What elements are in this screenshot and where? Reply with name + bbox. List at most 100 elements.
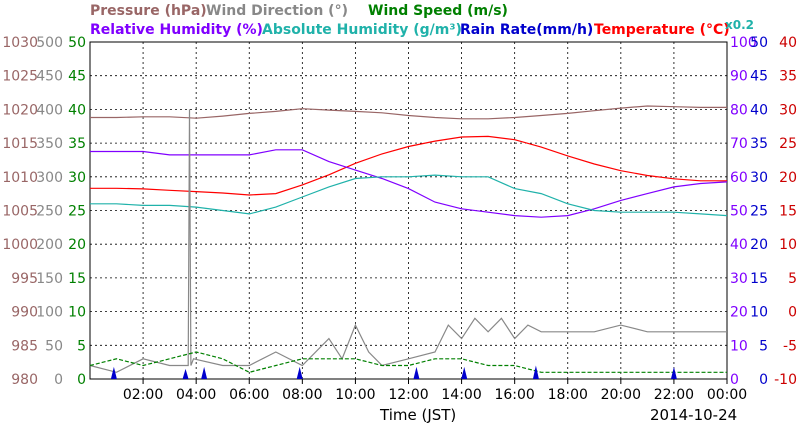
series-pressure (90, 105, 727, 120)
wind-direction-tick-label: 450 (36, 69, 63, 85)
right-axes: 0102030405060708090100051015202530354045… (730, 35, 797, 388)
rain-tick-label: 40 (750, 102, 768, 118)
pressure-tick-label: 1015 (2, 136, 38, 152)
rain-spike (296, 366, 303, 379)
temperature-tick-label: 35 (779, 69, 797, 85)
humidity-tick-label: 30 (730, 271, 748, 287)
legend-rain-rate: Rain Rate(mm/h) (460, 22, 593, 38)
rain-tick-label: 0 (759, 372, 768, 388)
abs-humidity-scale-note: x0.2 (725, 18, 754, 32)
rain-tick-label: 30 (750, 170, 768, 186)
wind-direction-tick-label: 350 (36, 136, 63, 152)
rain-tick-label: 5 (759, 338, 768, 354)
humidity-tick-label: 40 (730, 237, 748, 253)
pressure-tick-label: 1020 (2, 102, 38, 118)
series-line (90, 135, 727, 196)
series-line (90, 149, 728, 218)
x-axis: 02:00 04:00 06:00 08:00 10:00 12:00 14:00 16:00… (123, 379, 747, 403)
temperature-tick-label: 25 (779, 136, 797, 152)
wind-direction-tick-label: 0 (54, 372, 63, 388)
wind-direction-tick-label: 200 (36, 237, 63, 253)
chart-date: 2014-10-24 (650, 406, 737, 424)
wind-direction-tick-label: 500 (36, 35, 63, 51)
temperature-tick-label: -5 (783, 338, 797, 354)
x-tick-label: 06:00 (229, 387, 269, 403)
x-tick-label: 14:00 (441, 387, 481, 403)
legend-row-2: Relative Humidity (%) Absolute Humidity … (90, 18, 754, 38)
x-tick-label: 16:00 (494, 387, 534, 403)
wind-direction-tick-label: 300 (36, 170, 63, 186)
series-rain-rate (110, 365, 677, 379)
wind-speed-tick-label: 5 (77, 338, 86, 354)
wind-speed-tick-label: 20 (68, 237, 86, 253)
legend-temperature: Temperature (°C) (594, 22, 730, 38)
temperature-tick-label: 20 (779, 170, 797, 186)
series-line (89, 109, 727, 373)
legend-wind-direction: Wind Direction (°) (206, 3, 348, 19)
humidity-tick-label: 20 (730, 305, 748, 321)
x-tick-label: 12:00 (388, 387, 428, 403)
series-temperature (90, 135, 727, 196)
pressure-tick-label: 990 (11, 305, 38, 321)
wind-direction-tick-label: 250 (36, 204, 63, 220)
pressure-tick-label: 995 (11, 271, 38, 287)
wind-speed-tick-label: 15 (68, 271, 86, 287)
wind-speed-tick-label: 25 (68, 204, 86, 220)
series-layer (89, 105, 728, 379)
rain-tick-label: 20 (750, 237, 768, 253)
wind-speed-tick-label: 45 (68, 69, 86, 85)
x-tick-label: 22:00 (654, 387, 694, 403)
legend-pressure: Pressure (hPa) (90, 3, 207, 19)
grid (90, 42, 727, 379)
rain-spike (110, 366, 117, 379)
rain-tick-label: 10 (750, 305, 768, 321)
pressure-tick-label: 1025 (2, 69, 38, 85)
series-relative-humidity (90, 149, 728, 218)
humidity-tick-label: 0 (730, 372, 739, 388)
rain-spike (413, 366, 420, 379)
humidity-tick-label: 50 (730, 204, 748, 220)
pressure-tick-label: 1010 (2, 170, 38, 186)
rain-spike (182, 368, 189, 379)
x-tick-label: 08:00 (282, 387, 322, 403)
series-wind-speed (89, 351, 727, 373)
series-line (89, 351, 727, 373)
pressure-tick-label: 1000 (2, 237, 38, 253)
humidity-tick-label: 90 (730, 69, 748, 85)
rain-tick-label: 25 (750, 204, 768, 220)
wind-speed-tick-label: 10 (68, 305, 86, 321)
humidity-tick-label: 80 (730, 102, 748, 118)
series-absolute-humidity (90, 174, 728, 217)
rain-spike (670, 366, 677, 379)
pressure-tick-label: 1030 (2, 35, 38, 51)
pressure-tick-label: 985 (11, 338, 38, 354)
series-wind-direction (89, 109, 727, 373)
temperature-tick-label: 0 (788, 305, 797, 321)
humidity-tick-label: 10 (730, 338, 748, 354)
temperature-tick-label: 30 (779, 102, 797, 118)
wind-speed-tick-label: 50 (68, 35, 86, 51)
x-tick-label: 02:00 (123, 387, 163, 403)
x-tick-label: 10:00 (335, 387, 375, 403)
temperature-tick-label: 15 (779, 204, 797, 220)
wind-direction-tick-label: 400 (36, 102, 63, 118)
x-tick-label: 18:00 (548, 387, 588, 403)
pressure-tick-label: 1005 (2, 204, 38, 220)
wind-direction-tick-label: 150 (36, 271, 63, 287)
series-line (90, 174, 728, 217)
wind-speed-tick-label: 0 (77, 372, 86, 388)
wind-speed-tick-label: 30 (68, 170, 86, 186)
left-axes: 9809859909951000100510101015102010251030… (2, 35, 86, 388)
humidity-tick-label: 100 (730, 35, 757, 51)
pressure-tick-label: 980 (11, 372, 38, 388)
wind-speed-tick-label: 40 (68, 102, 86, 118)
legend-absolute-humidity: Absolute Humidity (g/m³) (262, 22, 462, 38)
x-tick-label: 00:00 (707, 387, 747, 403)
legend-wind-speed: Wind Speed (m/s) (368, 3, 508, 19)
wind-direction-tick-label: 100 (36, 305, 63, 321)
temperature-tick-label: 10 (779, 237, 797, 253)
rain-tick-label: 35 (750, 136, 768, 152)
series-line (90, 105, 727, 120)
rain-tick-label: 15 (750, 271, 768, 287)
x-tick-label: 04:00 (176, 387, 216, 403)
